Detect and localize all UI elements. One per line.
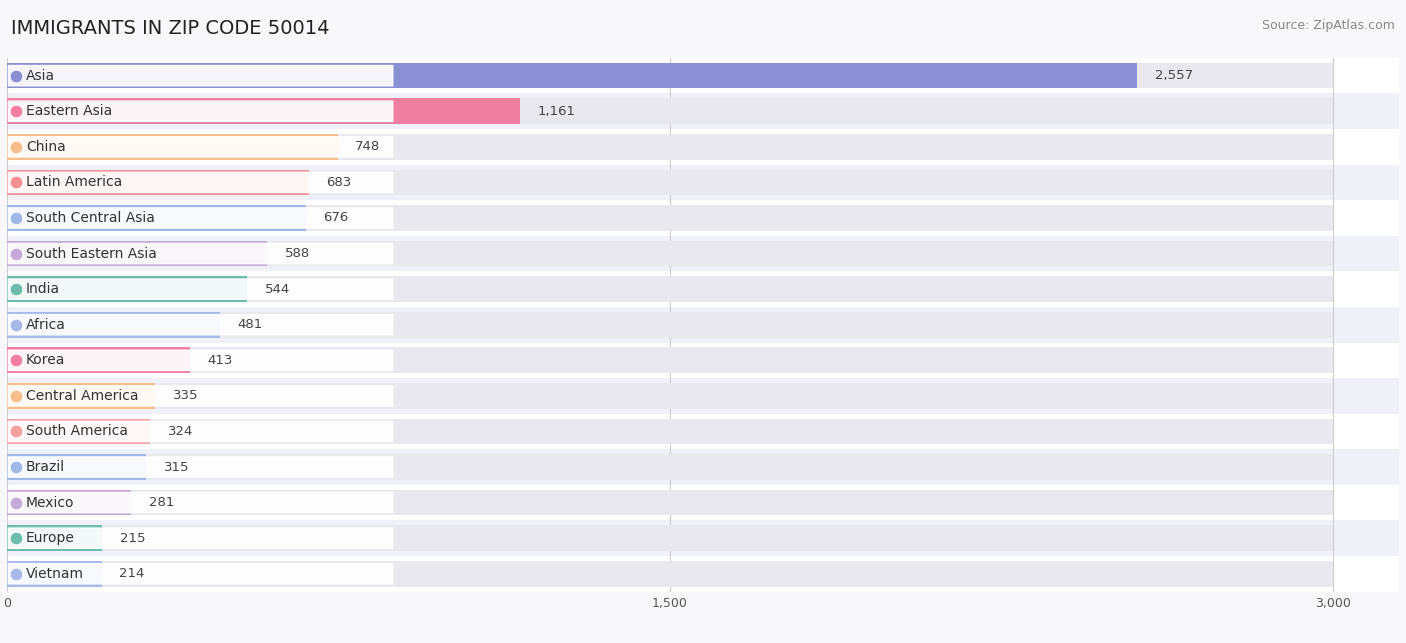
Text: Source: ZipAtlas.com: Source: ZipAtlas.com [1261, 19, 1395, 32]
Text: 481: 481 [238, 318, 263, 331]
FancyBboxPatch shape [8, 528, 392, 548]
Bar [7, 419, 1333, 444]
Bar [7, 378, 1399, 413]
Text: 683: 683 [326, 176, 352, 189]
Bar [7, 525, 103, 551]
Text: South Central Asia: South Central Asia [27, 211, 155, 225]
Bar [7, 134, 1333, 159]
FancyBboxPatch shape [8, 208, 392, 228]
FancyBboxPatch shape [8, 457, 392, 477]
Text: Eastern Asia: Eastern Asia [27, 104, 112, 118]
Bar [7, 170, 309, 195]
Text: Mexico: Mexico [27, 496, 75, 510]
Bar [7, 343, 1399, 378]
Text: 335: 335 [173, 390, 198, 403]
FancyBboxPatch shape [8, 314, 392, 335]
Text: China: China [27, 140, 66, 154]
Bar [7, 134, 337, 159]
FancyBboxPatch shape [8, 493, 392, 512]
Bar [7, 556, 1399, 592]
Bar [7, 205, 305, 231]
Text: Korea: Korea [27, 353, 66, 367]
FancyBboxPatch shape [8, 137, 392, 157]
Bar [7, 490, 1333, 516]
Text: South Eastern Asia: South Eastern Asia [27, 246, 157, 260]
Bar [7, 205, 1333, 231]
Bar [7, 58, 1399, 93]
Bar [7, 98, 520, 124]
Text: Vietnam: Vietnam [27, 566, 84, 581]
Bar [7, 419, 150, 444]
Text: 324: 324 [167, 425, 193, 438]
Bar [7, 454, 1333, 480]
Bar [7, 93, 1399, 129]
Text: Africa: Africa [27, 318, 66, 332]
Text: 2,557: 2,557 [1154, 69, 1192, 82]
Text: Latin America: Latin America [27, 176, 122, 190]
Bar [7, 312, 219, 338]
Text: 676: 676 [323, 212, 349, 224]
Bar [7, 525, 1333, 551]
Bar [7, 240, 267, 266]
Bar [7, 170, 1333, 195]
Bar [7, 63, 1137, 89]
Text: 748: 748 [356, 140, 381, 153]
Text: IMMIGRANTS IN ZIP CODE 50014: IMMIGRANTS IN ZIP CODE 50014 [11, 19, 330, 39]
Bar [7, 490, 131, 516]
Text: Central America: Central America [27, 389, 139, 403]
Text: 413: 413 [207, 354, 232, 367]
FancyBboxPatch shape [8, 564, 392, 584]
Bar [7, 200, 1399, 236]
FancyBboxPatch shape [8, 279, 392, 299]
Bar [7, 165, 1399, 200]
Bar [7, 485, 1399, 520]
Bar [7, 520, 1399, 556]
Text: 544: 544 [266, 283, 291, 296]
Text: Europe: Europe [27, 531, 75, 545]
Text: 1,161: 1,161 [537, 105, 575, 118]
Bar [7, 307, 1399, 343]
Bar [7, 276, 247, 302]
FancyBboxPatch shape [8, 244, 392, 264]
Bar [7, 63, 1333, 89]
Text: India: India [27, 282, 60, 296]
Bar [7, 240, 1333, 266]
Text: Asia: Asia [27, 69, 55, 83]
FancyBboxPatch shape [8, 172, 392, 192]
FancyBboxPatch shape [8, 101, 392, 122]
Text: South America: South America [27, 424, 128, 439]
Bar [7, 383, 155, 409]
FancyBboxPatch shape [8, 350, 392, 370]
FancyBboxPatch shape [8, 66, 392, 86]
Bar [7, 347, 1333, 373]
Bar [7, 454, 146, 480]
Bar [7, 236, 1399, 271]
Text: 315: 315 [165, 460, 190, 473]
Text: 281: 281 [149, 496, 174, 509]
Bar [7, 312, 1333, 338]
Bar [7, 413, 1399, 449]
FancyBboxPatch shape [8, 421, 392, 442]
Text: 588: 588 [284, 247, 309, 260]
Bar [7, 449, 1399, 485]
Text: Brazil: Brazil [27, 460, 65, 474]
Text: 215: 215 [120, 532, 145, 545]
Bar [7, 347, 190, 373]
FancyBboxPatch shape [8, 386, 392, 406]
Text: 214: 214 [120, 567, 145, 580]
Bar [7, 98, 1333, 124]
Bar [7, 383, 1333, 409]
Bar [7, 276, 1333, 302]
Bar [7, 129, 1399, 165]
Bar [7, 271, 1399, 307]
Bar [7, 561, 1333, 586]
Bar [7, 561, 101, 586]
